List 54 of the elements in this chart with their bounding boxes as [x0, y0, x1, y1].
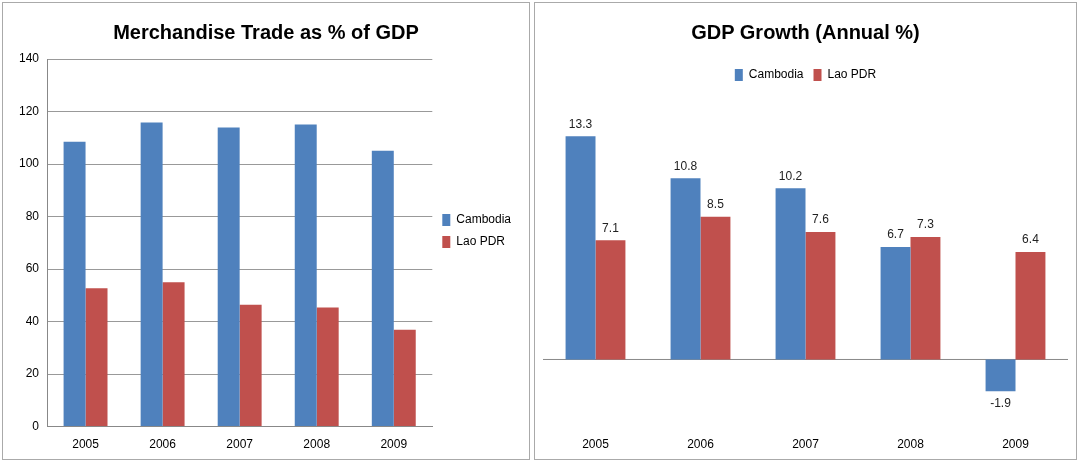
- x-tick-label: 2008: [303, 437, 331, 452]
- bar: [294, 124, 317, 427]
- data-label: 13.3: [568, 116, 593, 131]
- y-tick-label: 120: [18, 103, 40, 118]
- data-label: 7.6: [812, 212, 830, 227]
- legend-label: Cambodia: [456, 212, 512, 227]
- y-tick-label: 20: [25, 366, 40, 381]
- bar: [805, 231, 836, 360]
- bar: [217, 127, 240, 427]
- data-label: -1.9: [990, 395, 1012, 410]
- y-tick-label: 60: [25, 261, 40, 276]
- bar: [565, 136, 596, 360]
- legend-label: Lao PDR: [456, 234, 506, 249]
- data-label: 8.5: [707, 197, 725, 212]
- bar: [316, 307, 339, 427]
- y-tick-label: 80: [25, 208, 40, 223]
- bar: [985, 359, 1016, 392]
- legend-label: Lao PDR: [827, 67, 877, 82]
- x-tick-label: 2006: [149, 437, 177, 452]
- data-label: 10.8: [673, 158, 698, 173]
- data-label: 6.4: [1022, 232, 1040, 247]
- chart-title: GDP Growth (Annual %): [691, 20, 920, 43]
- data-label: 10.2: [778, 168, 803, 183]
- bar: [162, 282, 185, 427]
- x-tick-label: 2007: [792, 437, 820, 452]
- bar: [775, 188, 806, 360]
- bar: [700, 216, 731, 360]
- bar: [880, 247, 911, 360]
- y-tick-label: 100: [18, 156, 40, 171]
- x-tick-label: 2005: [72, 437, 100, 452]
- data-label: 6.7: [887, 227, 905, 242]
- x-tick-label: 2009: [1002, 437, 1030, 452]
- y-tick-label: 40: [25, 313, 40, 328]
- bar: [371, 150, 394, 427]
- x-tick-label: 2007: [226, 437, 254, 452]
- bar: [393, 329, 416, 427]
- data-label: 7.3: [917, 217, 935, 232]
- bar: [595, 240, 626, 360]
- bar: [670, 178, 701, 360]
- x-tick-label: 2006: [687, 437, 715, 452]
- y-tick-label: 140: [18, 51, 40, 66]
- chart-title: Merchandise Trade as % of GDP: [113, 20, 419, 43]
- y-tick-label: 0: [32, 418, 40, 433]
- bar: [63, 141, 86, 427]
- bar: [140, 122, 163, 427]
- legend-label: Cambodia: [748, 67, 804, 82]
- bar: [239, 304, 262, 427]
- x-tick-label: 2005: [582, 437, 610, 452]
- data-label: 7.1: [602, 220, 620, 235]
- bar: [1015, 252, 1046, 360]
- bar: [910, 236, 941, 360]
- x-tick-label: 2008: [897, 437, 925, 452]
- x-tick-label: 2009: [380, 437, 408, 452]
- bar: [85, 288, 108, 427]
